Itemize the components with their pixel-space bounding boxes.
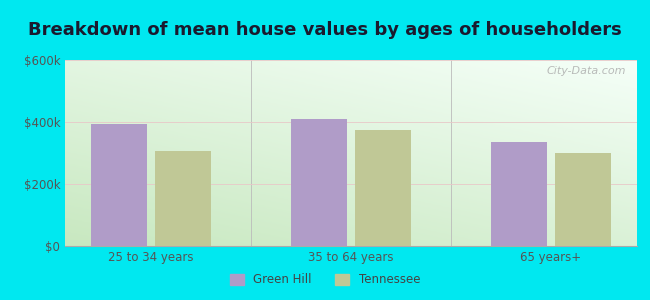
Bar <box>91 124 147 246</box>
Text: City-Data.com: City-Data.com <box>546 66 625 76</box>
Bar <box>155 152 211 246</box>
Bar <box>491 142 547 246</box>
Bar <box>291 119 347 246</box>
Text: Breakdown of mean house values by ages of householders: Breakdown of mean house values by ages o… <box>28 21 622 39</box>
Legend: Green Hill, Tennessee: Green Hill, Tennessee <box>225 269 425 291</box>
Bar <box>355 130 411 246</box>
Bar <box>555 153 611 246</box>
